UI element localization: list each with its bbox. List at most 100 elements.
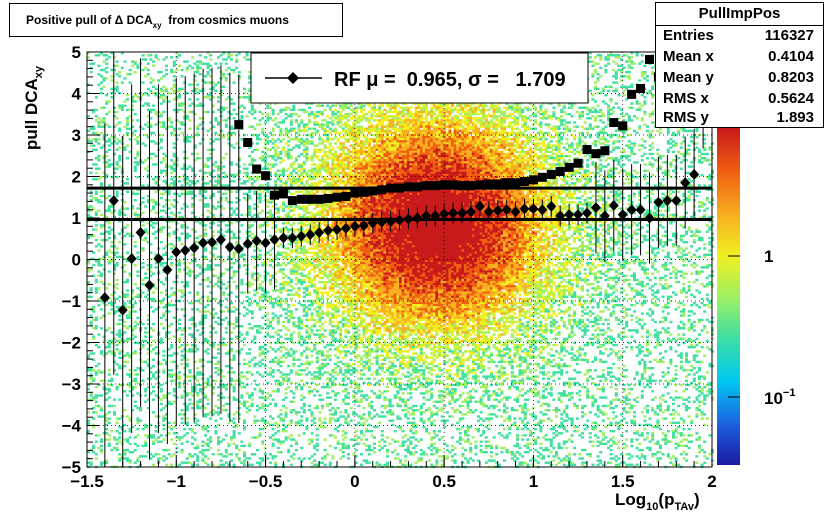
heatmap-cell — [116, 73, 119, 75]
heatmap-cell — [136, 428, 139, 430]
heatmap-cell — [287, 247, 290, 249]
heatmap-cell — [134, 94, 137, 96]
heatmap-cell — [199, 359, 202, 361]
heatmap-cell — [207, 361, 210, 363]
heatmap-cell — [123, 77, 126, 79]
heatmap-cell — [105, 77, 108, 79]
heatmap-cell — [183, 165, 186, 167]
heatmap-cell — [292, 161, 295, 163]
heatmap-cell — [199, 333, 202, 335]
heatmap-cell — [183, 357, 186, 359]
heatmap-cell — [243, 462, 246, 464]
heatmap-cell — [152, 340, 155, 342]
heatmap-cell — [240, 138, 243, 140]
heatmap-cell — [285, 411, 288, 413]
heatmap-cell — [168, 449, 171, 451]
heatmap-cell — [246, 168, 249, 170]
heatmap-cell — [178, 65, 181, 67]
heatmap-cell — [238, 237, 241, 239]
heatmap-cell — [253, 128, 256, 130]
heatmap-cell — [178, 54, 181, 56]
heatmap-cell — [191, 336, 194, 338]
heatmap-cell — [261, 417, 264, 419]
heatmap-cell — [118, 329, 121, 331]
heatmap-cell — [178, 105, 181, 107]
heatmap-cell — [168, 226, 171, 228]
heatmap-cell — [259, 283, 262, 285]
heatmap-cell — [261, 375, 264, 377]
heatmap-cell — [207, 438, 210, 440]
heatmap-cell — [240, 182, 243, 184]
heatmap-cell — [298, 155, 301, 157]
heatmap-cell — [183, 168, 186, 170]
heatmap-cell — [134, 241, 137, 243]
heatmap-cell — [227, 422, 230, 424]
heatmap-cell — [282, 109, 285, 111]
heatmap-cell — [118, 441, 121, 443]
heatmap-cell — [118, 165, 121, 167]
heatmap-cell — [214, 283, 217, 285]
heatmap-cell — [155, 56, 158, 58]
heatmap-cell — [233, 237, 236, 239]
heatmap-cell — [204, 426, 207, 428]
heatmap-cell — [238, 312, 241, 314]
heatmap-cell — [277, 207, 280, 209]
heatmap-cell — [277, 321, 280, 323]
heatmap-cell — [95, 319, 98, 321]
heatmap-cell — [285, 153, 288, 155]
heatmap-cell — [285, 275, 288, 277]
heatmap-cell — [238, 77, 241, 79]
heatmap-cell — [261, 396, 264, 398]
heatmap-cell — [105, 174, 108, 176]
heatmap-cell — [235, 319, 238, 321]
heatmap-cell — [292, 170, 295, 172]
heatmap-cell — [105, 151, 108, 153]
heatmap-cell — [256, 329, 259, 331]
heatmap-cell — [95, 396, 98, 398]
heatmap-cell — [279, 184, 282, 186]
heatmap-cell — [183, 60, 186, 62]
heatmap-cell — [274, 403, 277, 405]
heatmap-cell — [173, 388, 176, 390]
heatmap-cell — [160, 134, 163, 136]
heatmap-cell — [246, 411, 249, 413]
heatmap-cell — [251, 340, 254, 342]
heatmap-cell — [279, 153, 282, 155]
heatmap-cell — [105, 329, 108, 331]
heatmap-cell — [116, 195, 119, 197]
heatmap-cell — [233, 212, 236, 214]
heatmap-cell — [108, 384, 111, 386]
heatmap-cell — [144, 296, 147, 298]
heatmap-cell — [285, 214, 288, 216]
heatmap-cell — [259, 212, 262, 214]
heatmap-cell — [170, 369, 173, 371]
heatmap-cell — [290, 312, 293, 314]
heatmap-cell — [290, 411, 293, 413]
heatmap-cell — [186, 281, 189, 283]
heatmap-cell — [123, 331, 126, 333]
heatmap-cell — [118, 323, 121, 325]
heatmap-cell — [90, 172, 93, 174]
heatmap-cell — [207, 403, 210, 405]
heatmap-cell — [173, 163, 176, 165]
heatmap-cell — [178, 96, 181, 98]
heatmap-cell — [238, 172, 241, 174]
heatmap-cell — [136, 459, 139, 461]
heatmap-cell — [290, 115, 293, 117]
heatmap-cell — [188, 136, 191, 138]
heatmap-cell — [134, 130, 137, 132]
heatmap-cell — [290, 420, 293, 422]
heatmap-cell — [266, 331, 269, 333]
heatmap-cell — [261, 317, 264, 319]
heatmap-cell — [248, 197, 251, 199]
heatmap-cell — [183, 367, 186, 369]
heatmap-cell — [279, 298, 282, 300]
heatmap-cell — [142, 369, 145, 371]
heatmap-cell — [105, 417, 108, 419]
heatmap-cell — [269, 275, 272, 277]
heatmap-cell — [121, 107, 124, 109]
heatmap-cell — [225, 268, 228, 270]
heatmap-cell — [152, 411, 155, 413]
heatmap-cell — [235, 60, 238, 62]
heatmap-cell — [253, 380, 256, 382]
